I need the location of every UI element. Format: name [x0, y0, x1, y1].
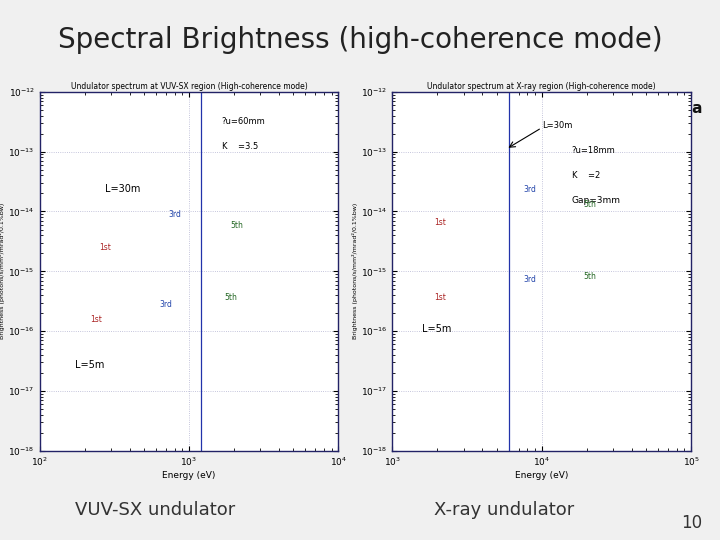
Text: VUV-SX undulator: VUV-SX undulator	[75, 501, 235, 519]
Y-axis label: Brightness (photons/s/mm²/mrad²/0.1%bw): Brightness (photons/s/mm²/mrad²/0.1%bw)	[0, 203, 6, 340]
Text: 5th: 5th	[584, 200, 596, 209]
Text: Spectral Brightness (high-coherence mode): Spectral Brightness (high-coherence mode…	[58, 26, 662, 54]
Text: 1st: 1st	[91, 315, 102, 323]
Text: 1st: 1st	[434, 293, 446, 302]
Text: ?u=18mm: ?u=18mm	[572, 146, 616, 155]
Text: X-ray undulator: X-ray undulator	[434, 501, 574, 519]
Y-axis label: Brightness (photons/s/mm²/mrad²/0.1%bw): Brightness (photons/s/mm²/mrad²/0.1%bw)	[352, 203, 359, 340]
Title: Undulator spectrum at VUV-SX region (High-coherence mode): Undulator spectrum at VUV-SX region (Hig…	[71, 82, 307, 91]
Text: 3rd: 3rd	[168, 211, 181, 219]
X-axis label: Energy (eV): Energy (eV)	[162, 471, 216, 480]
Text: 5th: 5th	[231, 221, 243, 230]
X-axis label: Energy (eV): Energy (eV)	[515, 471, 569, 480]
Text: L=30m: L=30m	[541, 121, 572, 130]
Text: L=30m: L=30m	[105, 184, 140, 194]
Text: Gap=3mm: Gap=3mm	[572, 196, 621, 205]
Text: 5th: 5th	[225, 293, 238, 302]
Text: K    =3.5: K =3.5	[222, 142, 258, 151]
Text: 3rd: 3rd	[159, 300, 172, 309]
Text: ?u=60mm: ?u=60mm	[222, 117, 266, 126]
Text: Courtesy: K. Tsuchiya: Courtesy: K. Tsuchiya	[518, 100, 702, 116]
Text: 10: 10	[681, 514, 702, 532]
Title: Undulator spectrum at X-ray region (High-coherence mode): Undulator spectrum at X-ray region (High…	[428, 82, 656, 91]
Text: 5th: 5th	[584, 272, 596, 281]
Text: 3rd: 3rd	[524, 185, 536, 194]
Text: L=5m: L=5m	[422, 325, 451, 334]
Text: 1st: 1st	[99, 243, 111, 252]
Text: 3rd: 3rd	[524, 275, 536, 284]
Text: K    =2: K =2	[572, 171, 600, 180]
Text: 1st: 1st	[434, 218, 446, 227]
Text: L=5m: L=5m	[76, 360, 105, 370]
